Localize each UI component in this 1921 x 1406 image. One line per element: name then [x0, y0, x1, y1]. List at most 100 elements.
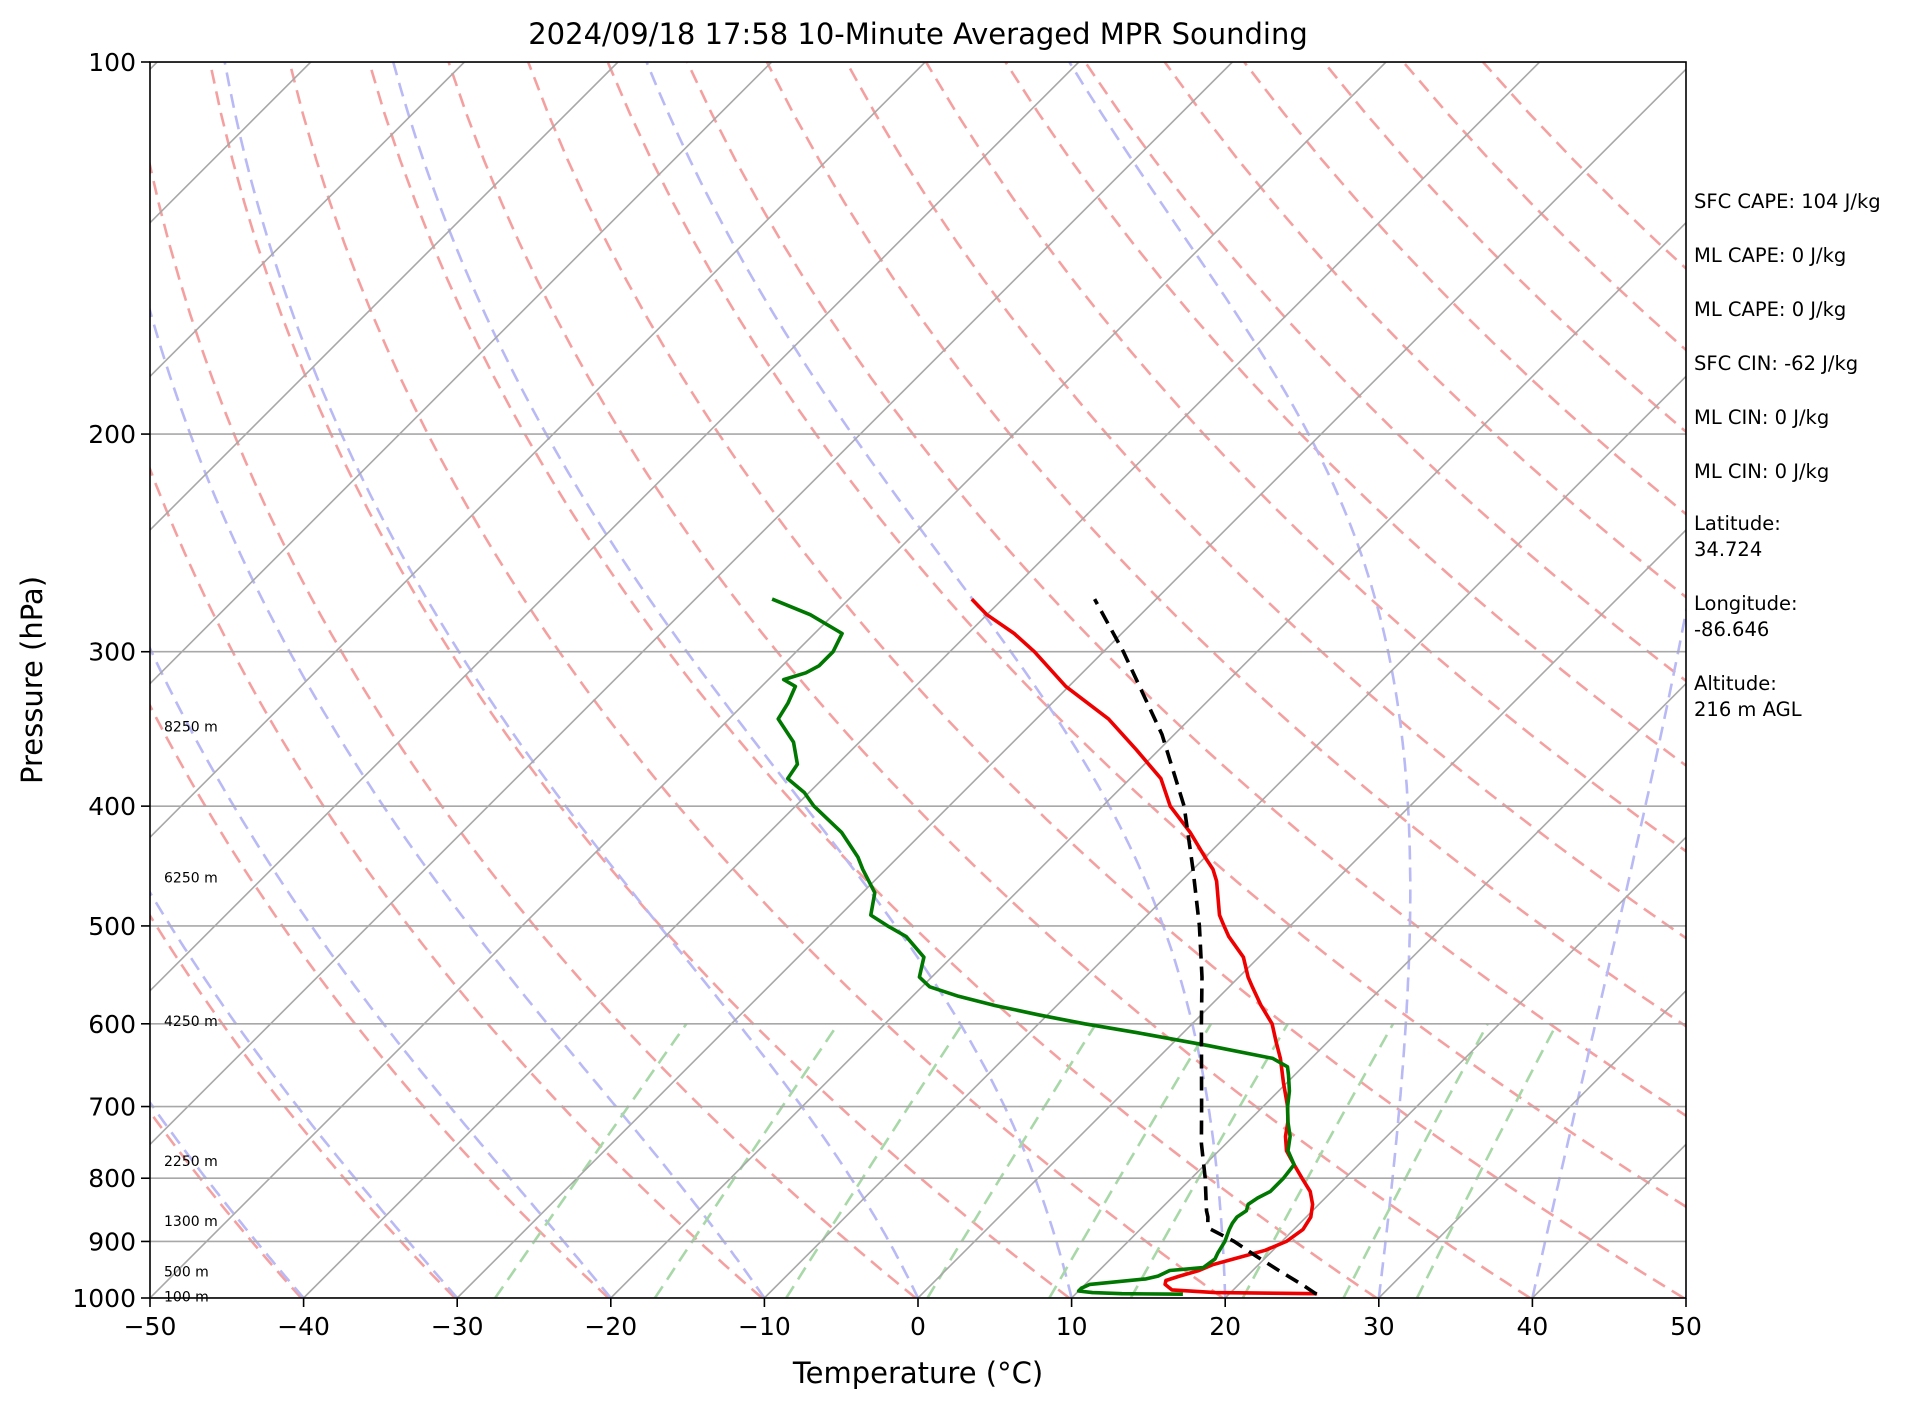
background-lines [0, 62, 1686, 1298]
x-tick-label: 50 [1670, 1312, 1702, 1341]
ml-cin-text: ML CIN: 0 J/kg [1694, 406, 1829, 429]
dry-adiabat-line [367, 62, 1378, 1298]
ml-cape-text-2: ML CAPE: 0 J/kg [1694, 298, 1846, 321]
moist-adiabat-line [150, 305, 766, 1298]
parcel-line [1093, 598, 1318, 1296]
x-tick-label: 20 [1209, 1312, 1241, 1341]
stability-info-panel: SFC CAPE: 104 J/kg ML CAPE: 0 J/kg ML CA… [1694, 190, 1881, 721]
longitude-value: -86.646 [1694, 618, 1769, 641]
x-tick-label: 0 [910, 1312, 926, 1341]
isotherm-line [150, 62, 465, 378]
moist-adiabat-line [223, 62, 920, 1298]
x-tick-label: −10 [738, 1312, 791, 1341]
sfc-cape-text: SFC CAPE: 104 J/kg [1694, 190, 1881, 213]
y-tick-label: 300 [88, 638, 136, 667]
altitude-value: 216 m AGL [1694, 698, 1802, 721]
moist-adiabat-line [150, 890, 459, 1298]
moist-adiabat-line [391, 62, 1073, 1298]
y-tick-label: 700 [88, 1093, 136, 1122]
moist-adiabat-line [645, 62, 1227, 1298]
chart-title: 2024/09/18 17:58 10-Minute Averaged MPR … [528, 17, 1308, 51]
x-axis-title: Temperature (°C) [792, 1356, 1043, 1390]
isotherm-line [456, 68, 1686, 1298]
isotherm-line [150, 62, 1233, 1146]
mixing-ratio-line [926, 1023, 1098, 1298]
dry-adiabats [150, 62, 1686, 1298]
x-tick-label: 10 [1056, 1312, 1088, 1341]
y-tick-label: 500 [88, 912, 136, 941]
dry-adiabat-line [150, 1109, 303, 1298]
temperature-line [970, 597, 1318, 1296]
dry-adiabat-line [150, 159, 917, 1298]
isotherm-line [610, 221, 1686, 1298]
y-tick-label: 900 [88, 1227, 136, 1256]
dry-adiabat-line [1163, 62, 1686, 599]
moist-adiabat-line [150, 1100, 305, 1298]
latitude-value: 34.724 [1694, 538, 1762, 561]
height-label: 500 m [164, 1265, 209, 1281]
isobars [150, 62, 1686, 1298]
ml-cin-text-2: ML CIN: 0 J/kg [1694, 460, 1829, 483]
altitude-label: Altitude: [1694, 672, 1777, 695]
y-axis: 1000 900 800 700 600 500 400 300 200 100 [72, 48, 150, 1313]
dry-adiabat-line [208, 62, 1071, 1298]
isotherm-line [1071, 682, 1686, 1298]
y-tick-label: 200 [88, 420, 136, 449]
dry-adiabat-line [447, 62, 1531, 1298]
isotherms [0, 62, 1686, 1298]
y-axis-title: Pressure (hPa) [15, 576, 49, 784]
x-tick-label: −30 [431, 1312, 484, 1341]
dry-adiabat-line [288, 62, 1224, 1298]
dry-adiabat-line [526, 62, 1685, 1298]
y-tick-label: 600 [88, 1010, 136, 1039]
y-tick-label: 100 [88, 48, 136, 77]
x-tick-label: 30 [1363, 1312, 1395, 1341]
x-tick-label: −50 [124, 1312, 177, 1341]
height-label: 4250 m [164, 1014, 218, 1030]
dry-adiabat-line [150, 913, 456, 1298]
dry-adiabat-line [1004, 62, 1686, 768]
dry-adiabat-line [765, 62, 1686, 1028]
isotherm-line [150, 62, 1080, 992]
height-label: 1300 m [164, 1214, 218, 1230]
height-label: 100 m [164, 1289, 209, 1305]
moist-adiabat-line [1531, 604, 1686, 1298]
y-tick-label: 1000 [72, 1284, 136, 1313]
mixing-ratio-line [1415, 1023, 1558, 1298]
dry-adiabat-line [686, 62, 1686, 1118]
isotherm-line [0, 62, 4, 1298]
moist-adiabats [150, 62, 1686, 1298]
height-labels: 100 m 500 m 1300 m 2250 m 4250 m 6250 m 8250 m [164, 720, 218, 1306]
moist-adiabat-line [1068, 62, 1412, 1298]
ml-cape-text: ML CAPE: 0 J/kg [1694, 244, 1846, 267]
isotherm-line [150, 62, 1387, 1298]
sfc-cin-text: SFC CIN: -62 J/kg [1694, 352, 1858, 375]
dry-adiabat-line [1084, 62, 1686, 683]
isotherm-line [303, 62, 1541, 1298]
dewpoint-line [771, 597, 1296, 1296]
mixing-ratio-lines [494, 1023, 1558, 1298]
isotherm-line [150, 62, 773, 685]
dry-adiabat-line [150, 465, 763, 1298]
x-tick-label: 40 [1516, 1312, 1548, 1341]
isotherm-line [150, 62, 619, 532]
sounding-series [771, 597, 1318, 1296]
height-label: 6250 m [164, 871, 218, 887]
plot-frame [149, 61, 1687, 1299]
isotherm-line [917, 528, 1686, 1298]
isotherm-line [1224, 836, 1686, 1298]
isotherm-line [1378, 989, 1686, 1298]
x-axis: −50 −40 −30 −20 −10 0 10 20 30 40 50 [124, 1298, 1702, 1341]
mixing-ratio-line [785, 1023, 964, 1298]
isotherm-line [150, 62, 926, 839]
x-tick-label: −40 [277, 1312, 330, 1341]
y-tick-label: 400 [88, 792, 136, 821]
longitude-label: Longitude: [1694, 592, 1798, 615]
height-label: 2250 m [164, 1154, 218, 1170]
isotherm-line [763, 375, 1686, 1298]
height-label: 8250 m [164, 720, 218, 736]
moist-adiabat-line [150, 645, 612, 1298]
mixing-ratio-line [653, 1023, 840, 1298]
x-tick-label: −20 [584, 1312, 637, 1341]
